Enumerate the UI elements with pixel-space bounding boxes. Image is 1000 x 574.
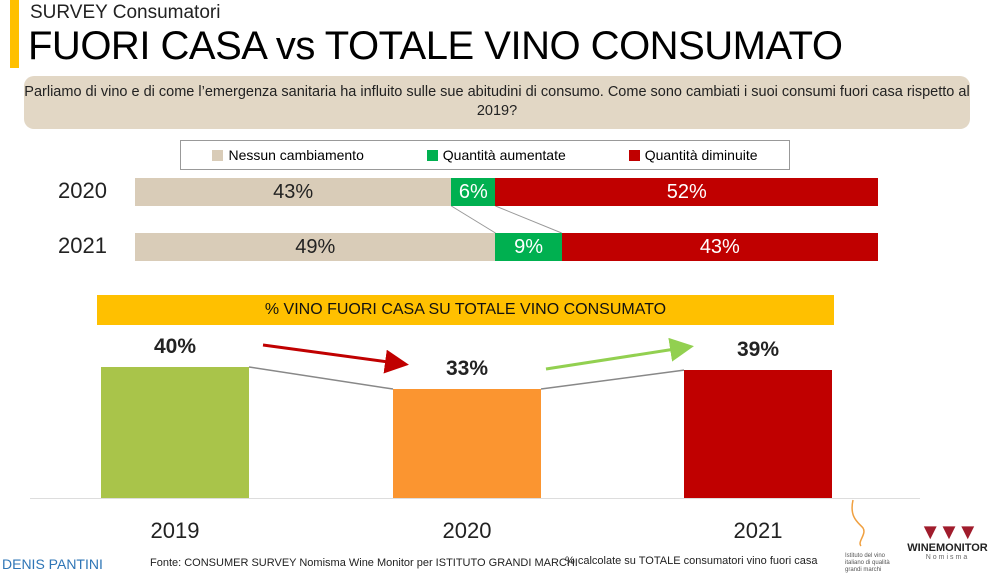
column-bar bbox=[393, 389, 541, 498]
bar-segment: 49% bbox=[135, 233, 496, 261]
bar-segment: 9% bbox=[495, 233, 562, 261]
data-label: 52% bbox=[666, 180, 707, 203]
legend-swatch bbox=[426, 149, 438, 161]
chart-title-banner: % VINO FUORI CASA SU TOTALE VINO CONSUMA… bbox=[97, 295, 834, 325]
data-label: 40% bbox=[153, 335, 197, 358]
author: DENIS PANTINI bbox=[2, 556, 103, 572]
category-label: 2021 bbox=[58, 233, 107, 258]
grandi-marchi-logo: Istituto del vino italiano di qualità gr… bbox=[845, 498, 897, 573]
connector-line bbox=[451, 205, 496, 234]
up-arrow-icon bbox=[545, 337, 694, 371]
data-label: 39% bbox=[736, 338, 780, 362]
bar-segment: 6% bbox=[451, 178, 496, 206]
column-bar bbox=[101, 367, 249, 498]
page-title: FUORI CASA vs TOTALE VINO CONSUMATO bbox=[28, 24, 843, 68]
legend-label: Quantità diminuite bbox=[644, 147, 758, 163]
legend-label: Nessun cambiamento bbox=[228, 147, 364, 163]
logo-text: Istituto del vino italiano di qualità gr… bbox=[845, 553, 890, 573]
kicker: SURVEY Consumatori bbox=[30, 2, 221, 23]
data-label: 49% bbox=[295, 235, 336, 258]
bar-segment: 52% bbox=[495, 178, 878, 206]
connector-line bbox=[495, 205, 562, 234]
data-label: 43% bbox=[273, 180, 314, 203]
x-tick-label: 2019 bbox=[150, 518, 200, 543]
trend-line bbox=[248, 366, 394, 390]
legend-label: Quantità aumentate bbox=[442, 147, 566, 163]
logo-subtext: Nomisma bbox=[925, 554, 970, 561]
legend-swatch bbox=[212, 149, 224, 161]
bar-segment: 43% bbox=[561, 233, 878, 261]
x-tick-label: 2020 bbox=[442, 518, 492, 543]
trend-line bbox=[540, 369, 685, 390]
baseline bbox=[30, 498, 920, 499]
winemonitor-logo: ▼▼▼ WINEMONITOR Nomisma bbox=[905, 519, 990, 562]
legend-item: Nessun cambiamento bbox=[212, 147, 364, 163]
logo-mark-icon: ▼▼▼ bbox=[919, 519, 978, 544]
column-bar bbox=[684, 370, 832, 498]
legend-item: Quantità diminuite bbox=[628, 147, 758, 163]
data-label: 33% bbox=[445, 357, 489, 381]
legend: Nessun cambiamento Quantità aumentate Qu… bbox=[180, 140, 790, 170]
down-arrow-icon bbox=[262, 343, 409, 374]
data-label: 9% bbox=[514, 235, 543, 258]
data-label: 43% bbox=[699, 235, 740, 258]
logo-text: WINEMONITOR bbox=[907, 542, 988, 554]
footnote: % calcolate su TOTALE consumatori vino f… bbox=[565, 555, 818, 567]
bar-segment: 43% bbox=[135, 178, 452, 206]
category-label: 2020 bbox=[58, 178, 107, 203]
legend-item: Quantità aumentate bbox=[426, 147, 566, 163]
source-note: Fonte: CONSUMER SURVEY Nomisma Wine Moni… bbox=[150, 557, 578, 569]
x-tick-label: 2021 bbox=[733, 518, 783, 543]
accent-bar bbox=[10, 0, 19, 68]
legend-swatch bbox=[628, 149, 640, 161]
question-box: Parliamo di vino e di come l’emergenza s… bbox=[24, 76, 970, 129]
data-label: 6% bbox=[458, 180, 488, 203]
